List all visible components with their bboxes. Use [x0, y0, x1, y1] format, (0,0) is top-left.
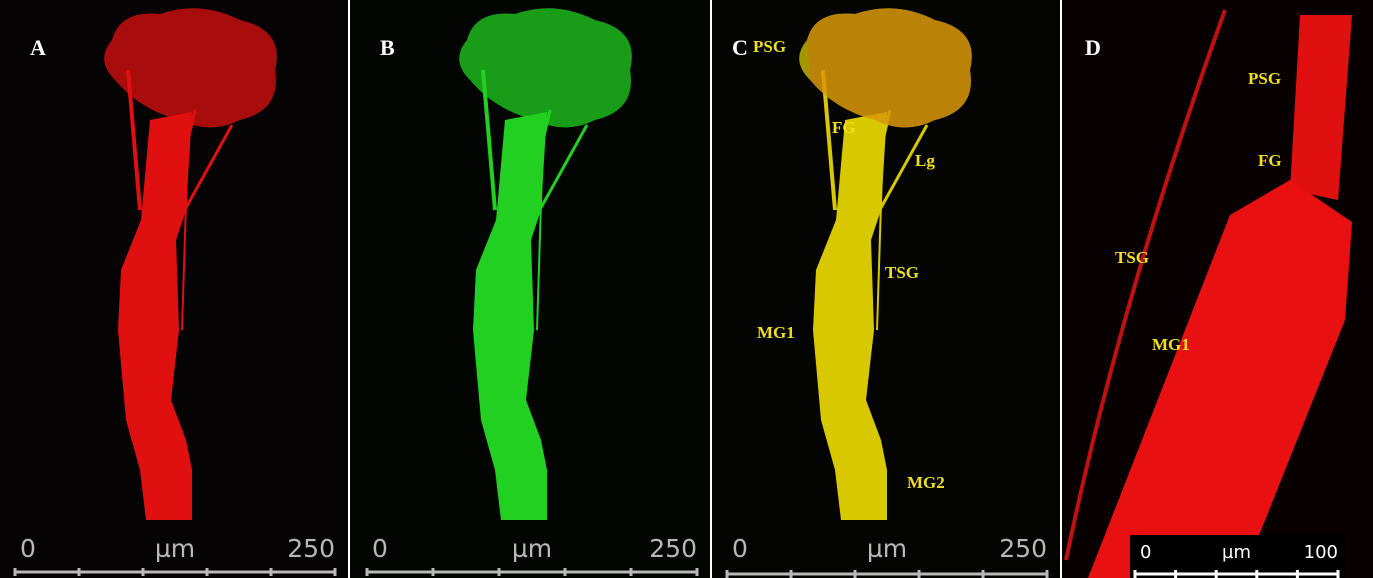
- panel-label: C: [732, 35, 748, 60]
- scale-start: 0: [732, 534, 748, 563]
- annotation: TSG: [885, 263, 919, 282]
- annotation: MG1: [1152, 335, 1190, 354]
- annotation: MG2: [907, 473, 945, 492]
- panel-c: [712, 0, 1060, 578]
- annotation: PSG: [753, 37, 786, 56]
- panel-d: [1062, 0, 1373, 578]
- panel-label: A: [30, 35, 46, 60]
- scale-start: 0: [1140, 542, 1151, 563]
- scale-unit: µm: [1222, 542, 1251, 563]
- scale-end: 100: [1304, 542, 1338, 563]
- annotation: PSG: [1248, 69, 1281, 88]
- scale-unit: µm: [155, 534, 195, 563]
- scale-start: 0: [372, 534, 388, 563]
- scale-end: 250: [999, 534, 1047, 563]
- scale-unit: µm: [867, 534, 907, 563]
- panel-label: B: [380, 35, 395, 60]
- annotation: TSG: [1115, 248, 1149, 267]
- annotation: FG: [1258, 151, 1282, 170]
- annotation: MG1: [757, 323, 795, 342]
- annotation: Lg: [915, 151, 935, 170]
- scale-end: 250: [649, 534, 697, 563]
- scale-end: 250: [287, 534, 335, 563]
- panel-b: [350, 0, 710, 578]
- figure: A B C D PSG FG Lg TSG MG1 MG2 PSG FG TSG…: [0, 0, 1373, 578]
- panel-label: D: [1085, 35, 1101, 60]
- annotation: FG: [832, 118, 856, 137]
- panel-a: [0, 0, 348, 578]
- scale-unit: µm: [512, 534, 552, 563]
- scale-start: 0: [20, 534, 36, 563]
